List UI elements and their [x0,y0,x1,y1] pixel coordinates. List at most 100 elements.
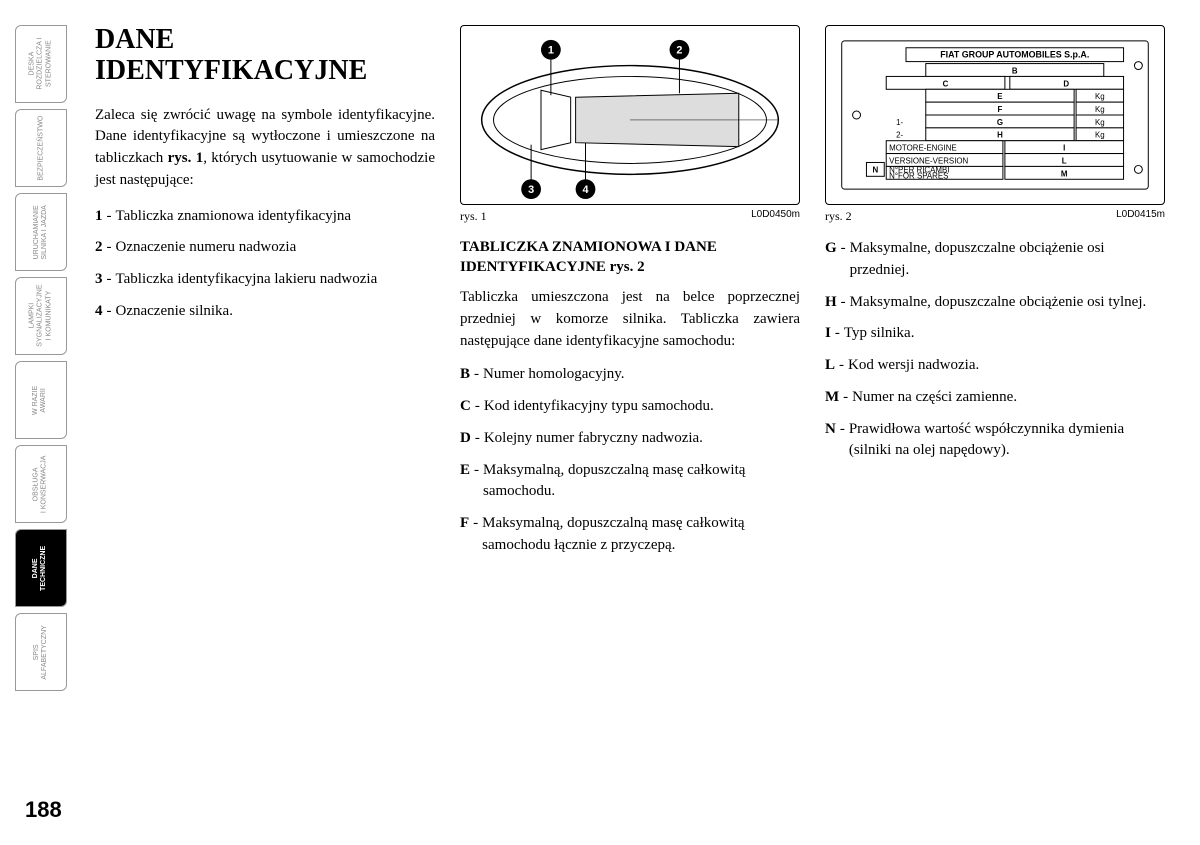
fig2-label: rys. 2 [825,209,852,224]
svg-text:N°FOR SPARES: N°FOR SPARES [889,171,948,180]
svg-text:1-: 1- [896,118,903,127]
svg-text:G: G [997,118,1003,127]
column-1: DANE IDENTYFIKACYJNE Zaleca się zwrócić … [95,25,435,825]
fig1-code: L0D0450m [751,209,800,224]
item-text: Numer homologacyjny. [483,364,800,386]
fig1-caption: rys. 1 L0D0450m [460,209,800,224]
item-text: Numer na części zamienne. [852,387,1165,409]
item-key: 2 [95,237,103,259]
col2-list: B - Numer homologacyjny. C - Kod identyfi… [460,364,800,556]
svg-text:C: C [943,79,949,88]
list-item: I - Typ silnika. [825,323,1165,345]
svg-text:2-: 2- [896,131,903,140]
sidebar-tab[interactable]: W RAZIEAWARII [15,361,67,439]
list-item: 3 - Tabliczka identyfikacyjna lakieru na… [95,269,435,291]
sidebar-tab-label: DESKAROZDZIELCZA ISTEROWANIE [28,38,53,90]
svg-text:Kg: Kg [1095,92,1105,101]
svg-text:B: B [1012,66,1018,75]
subtitle: TABLICZKA ZNAMIONOWA I DANE IDENTYFIKACY… [460,238,800,277]
sidebar-tab-label: DANETECHNICZNE [33,545,50,590]
svg-text:N: N [872,165,878,174]
svg-text:FIAT GROUP AUTOMOBILES S.p.A.: FIAT GROUP AUTOMOBILES S.p.A. [940,50,1089,60]
item-text: Kolejny numer fabryczny nadwozia. [484,428,800,450]
sidebar-tab-label: URUCHAMIANIESILNIKA I JAZDA [33,205,50,259]
item-key: L [825,355,835,377]
list-item: F - Maksymalną, dopuszczalną masę całkow… [460,513,800,557]
svg-text:M: M [1061,169,1068,178]
item-key: I [825,323,831,345]
list-item: G - Maksymalne, dopuszczalne obciążenie … [825,238,1165,282]
list-item: B - Numer homologacyjny. [460,364,800,386]
sidebar-tab[interactable]: OBSŁUGAI KONSERWACJA [15,445,67,523]
item-text: Maksymalne, dopuszczalne obciążenie osi … [850,238,1165,282]
list-item: 1 - Tabliczka znamionowa identyfikacyjna [95,206,435,228]
sidebar-tab[interactable]: LAMPKISYGNALIZACYJNEI KOMUNIKATY [15,277,67,355]
item-text: Typ silnika. [844,323,1165,345]
list-item: N - Prawidłowa wartość współczynnika dym… [825,419,1165,463]
column-2: 1 2 3 4 rys. 1 L0D0450m TABLICZKA ZNAMIO… [460,25,800,825]
list-item: D - Kolejny numer fabryczny nadwozia. [460,428,800,450]
item-key: F [460,513,469,557]
figure-2: FIAT GROUP AUTOMOBILES S.p.A. B C D E Kg F Kg 1-… [825,25,1165,205]
item-text: Maksymalną, dopuszczalną masę całkowitą … [483,460,800,504]
svg-text:Kg: Kg [1095,105,1105,114]
svg-text:MOTORE-ENGINE: MOTORE-ENGINE [889,144,957,153]
item-key: E [460,460,470,504]
sidebar-tabs: DESKAROZDZIELCZA ISTEROWANIE BEZPIECZEŃST… [0,0,75,845]
item-key: N [825,419,836,463]
list-item: 4 - Oznaczenie silnika. [95,301,435,323]
svg-text:E: E [997,92,1002,101]
svg-text:D: D [1063,79,1069,88]
item-key: C [460,396,471,418]
sidebar-tab[interactable]: SPISALFABETYCZNY [15,613,67,691]
svg-text:3: 3 [528,184,534,196]
svg-text:4: 4 [582,184,588,196]
col1-list: 1 - Tabliczka znamionowa identyfikacyjna… [95,206,435,323]
item-key: 4 [95,301,103,323]
intro-bold: rys. 1 [168,150,204,166]
list-item: M - Numer na części zamienne. [825,387,1165,409]
svg-text:H: H [997,131,1003,140]
page-content: DANE IDENTYFIKACYJNE Zaleca się zwrócić … [75,0,1200,845]
item-text: Oznaczenie silnika. [116,301,436,323]
item-text: Oznaczenie numeru nadwozia [116,237,436,259]
intro-paragraph: Zaleca się zwrócić uwagę na symbole iden… [95,105,435,192]
svg-text:L: L [1062,156,1067,165]
page-number: 188 [25,797,62,823]
sidebar-tab-label: SPISALFABETYCZNY [33,625,50,679]
item-key: D [460,428,471,450]
item-text: Maksymalną, dopuszczalną masę całkowitą … [482,513,800,557]
item-text: Kod wersji nadwozia. [848,355,1165,377]
item-key: H [825,292,837,314]
fig1-label: rys. 1 [460,209,487,224]
item-key: 1 [95,206,103,228]
svg-text:I: I [1063,144,1065,153]
col2-para: Tabliczka umieszczona jest na belce popr… [460,287,800,352]
svg-text:VERSIONE-VERSION: VERSIONE-VERSION [889,156,968,165]
col3-list: G - Maksymalne, dopuszczalne obciążenie … [825,238,1165,462]
fig2-caption: rys. 2 L0D0415m [825,209,1165,224]
list-item: L - Kod wersji nadwozia. [825,355,1165,377]
sidebar-tab[interactable]: BEZPIECZEŃSTWO [15,109,67,187]
column-3: FIAT GROUP AUTOMOBILES S.p.A. B C D E Kg F Kg 1-… [825,25,1165,825]
svg-text:Kg: Kg [1095,131,1105,140]
figure-1: 1 2 3 4 [460,25,800,205]
svg-text:F: F [998,105,1003,114]
list-item: E - Maksymalną, dopuszczalną masę całkow… [460,460,800,504]
sidebar-tab-label: OBSŁUGAI KONSERWACJA [33,455,50,513]
list-item: C - Kod identyfikacyjny typu samochodu. [460,396,800,418]
item-key: 3 [95,269,103,291]
fig2-code: L0D0415m [1116,209,1165,224]
sidebar-tab[interactable]: DANETECHNICZNE [15,529,67,607]
item-text: Prawidłowa wartość współczynnika dymieni… [849,419,1165,463]
item-key: G [825,238,837,282]
item-text: Kod identyfikacyjny typu samochodu. [484,396,800,418]
svg-text:1: 1 [548,45,554,57]
list-item: H - Maksymalne, dopuszczalne obciążenie … [825,292,1165,314]
item-key: B [460,364,470,386]
item-key: M [825,387,839,409]
sidebar-tab-label: BEZPIECZEŃSTWO [37,116,45,181]
sidebar-tab[interactable]: DESKAROZDZIELCZA ISTEROWANIE [15,25,67,103]
sidebar-tab-label: LAMPKISYGNALIZACYJNEI KOMUNIKATY [28,285,53,347]
sidebar-tab[interactable]: URUCHAMIANIESILNIKA I JAZDA [15,193,67,271]
